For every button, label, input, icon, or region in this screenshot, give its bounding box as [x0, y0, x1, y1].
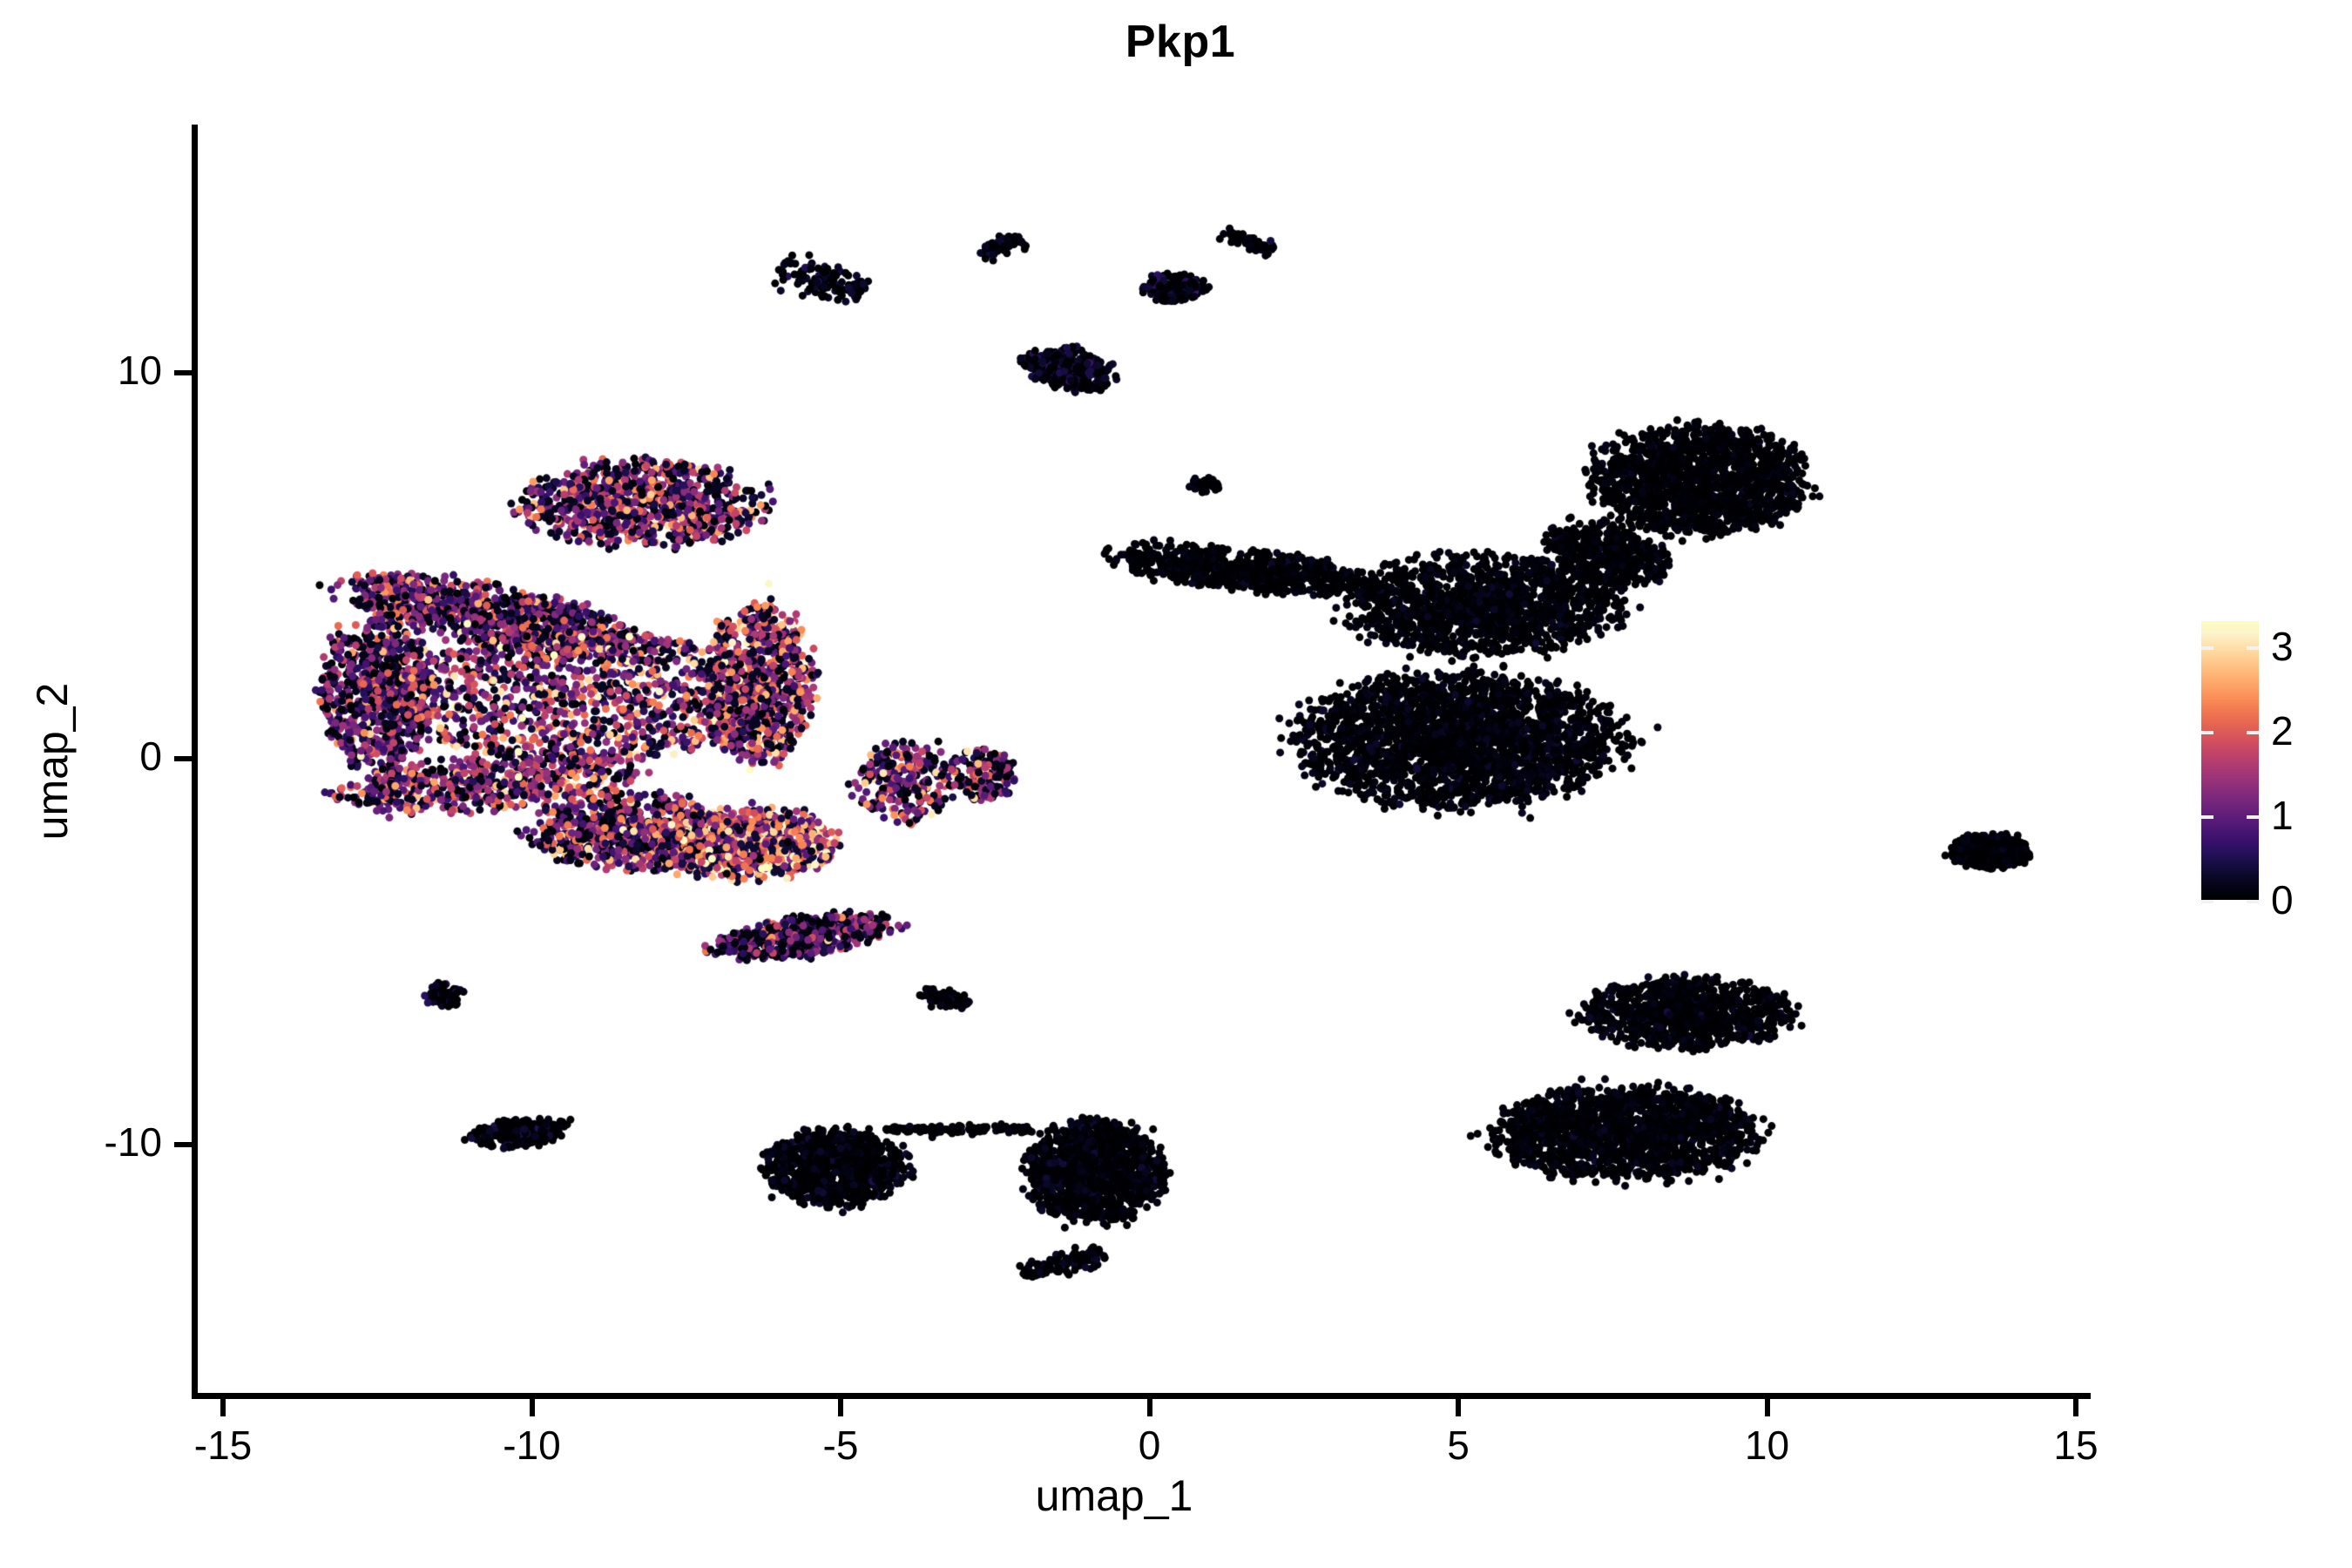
colorbar-tick-label: 3 [2271, 624, 2294, 669]
x-axis-title-text: umap_1 [1035, 1471, 1193, 1520]
y-tick-label: -10 [104, 1119, 162, 1165]
colorbar-tick-mark [2201, 900, 2213, 903]
y-tick-mark [174, 1142, 192, 1147]
x-tick-mark [1764, 1399, 1770, 1416]
page-title: Pkp1 [0, 16, 2352, 68]
colorbar-tick-mark [2247, 815, 2259, 819]
x-tick-mark [529, 1399, 535, 1416]
x-tick-mark [838, 1399, 843, 1416]
plot-panel [195, 125, 2091, 1396]
x-tick-label: 15 [2053, 1423, 2099, 1468]
colorbar-tick-mark [2201, 815, 2213, 819]
y-axis-title: umap_2 [27, 587, 78, 936]
y-tick-label: 10 [117, 348, 162, 393]
x-axis-line [192, 1393, 2091, 1399]
colorbar-tick-label: 1 [2271, 793, 2294, 838]
x-tick-label: 10 [1744, 1423, 1790, 1468]
x-tick-label: -10 [503, 1423, 561, 1468]
x-tick-mark [220, 1399, 226, 1416]
colorbar-tick-mark [2247, 900, 2259, 903]
colorbar-tick-label: 2 [2271, 708, 2294, 754]
x-tick-mark [1146, 1399, 1152, 1416]
scatter-points-canvas [195, 125, 2091, 1396]
colorbar-tick-mark [2247, 731, 2259, 734]
colorbar-tick-label: 0 [2271, 877, 2294, 923]
colorbar-tick-mark [2247, 646, 2259, 650]
colorbar-tick-mark [2201, 731, 2213, 734]
x-tick-label: 5 [1447, 1423, 1470, 1468]
x-tick-label: -5 [822, 1423, 859, 1468]
colorbar-legend: 3 2 1 0 [2201, 621, 2294, 920]
x-tick-label: -15 [193, 1423, 253, 1468]
y-axis-line [192, 125, 198, 1399]
y-tick-label: 0 [139, 733, 162, 779]
x-tick-mark [2073, 1399, 2078, 1416]
colorbar-tick-mark [2201, 646, 2213, 650]
plot-title-text: Pkp1 [1125, 17, 1236, 67]
x-tick-mark [1456, 1399, 1461, 1416]
y-tick-mark [174, 370, 192, 375]
y-axis-title-text: umap_2 [28, 682, 77, 841]
y-tick-mark [174, 756, 192, 761]
colorbar-gradient [2201, 621, 2259, 900]
x-tick-label: 0 [1138, 1423, 1161, 1468]
x-axis-title: umap_1 [195, 1470, 2091, 1521]
